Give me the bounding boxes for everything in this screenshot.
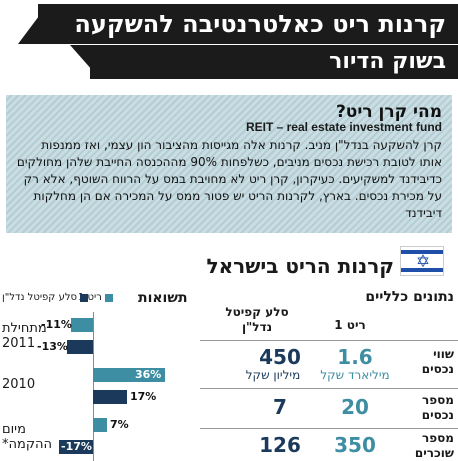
table-divider	[200, 340, 458, 341]
reit1-asset-value-unit: מיליארד שקל	[320, 368, 390, 382]
column-header-reit1: ריט 1	[334, 318, 366, 332]
page-subtitle: בשוק הדיור	[90, 45, 458, 79]
legend-swatch	[80, 293, 89, 302]
reit-definition-box: מהי קרן ריט? REIT – real estate investme…	[6, 95, 452, 233]
category-label-2011: מתחילת 2011	[2, 321, 47, 351]
bar-value-label: -17%	[61, 440, 92, 453]
general-data-heading: נתונים כלליים	[365, 289, 454, 305]
legend-label: סלע קפיטל נדל"ן	[2, 292, 78, 303]
bar-reit1-1	[93, 368, 165, 382]
bar-value-label: 7%	[110, 418, 129, 431]
page-title: קרנות ריט כאלטרנטיבה להשקעה	[38, 4, 458, 44]
definition-subheading: REIT – real estate investment fund	[245, 120, 442, 134]
definition-body: קרן להשקעה בנדל"ן מניב. קרנות אלה מגייסו…	[16, 138, 442, 220]
chart-zero-axis	[93, 312, 94, 461]
legend-swatch	[104, 293, 113, 302]
row-label-asset-value: שווי נכסים	[421, 347, 454, 376]
table-divider	[200, 428, 458, 429]
sela-num-assets: 7	[273, 395, 287, 419]
sela-num-tenants: 126	[259, 433, 301, 457]
returns-title: תשואות	[138, 290, 188, 306]
row-label-num-assets: מספר נכסים	[421, 393, 454, 422]
reit1-asset-value: 1.6	[337, 345, 373, 369]
bar-value-label: -13%	[37, 340, 68, 353]
bar-sela-2	[59, 440, 93, 454]
sela-asset-value: 450	[259, 345, 301, 369]
israel-flag-icon: ✡	[400, 246, 444, 276]
bar-reit1-0	[71, 318, 93, 332]
table-divider	[200, 388, 458, 389]
bar-sela-1	[93, 390, 127, 404]
category-label-2010: 2010	[2, 377, 36, 392]
category-label-inception: מיום ההקמה*	[2, 422, 53, 452]
bar-value-label: -11%	[41, 318, 72, 331]
bar-value-label: 36%	[135, 368, 162, 381]
israel-reits-title: קרנות הריט בישראל	[206, 254, 395, 278]
bar-sela-0	[67, 340, 93, 354]
bar-value-label: 17%	[130, 390, 157, 403]
row-label-num-tenants: מספר שוכרים	[414, 431, 454, 460]
definition-heading: מהי קרן ריט?	[335, 102, 442, 122]
reit1-num-tenants: 350	[334, 433, 376, 457]
legend-item-sela: סלע קפיטל נדל"ן	[2, 292, 89, 303]
bar-reit1-2	[93, 418, 107, 432]
column-header-sela: סלע קפיטל נדל"ן	[225, 305, 289, 334]
sela-asset-value-unit: מיליון שקל	[245, 368, 301, 382]
reit1-num-assets: 20	[341, 395, 369, 419]
